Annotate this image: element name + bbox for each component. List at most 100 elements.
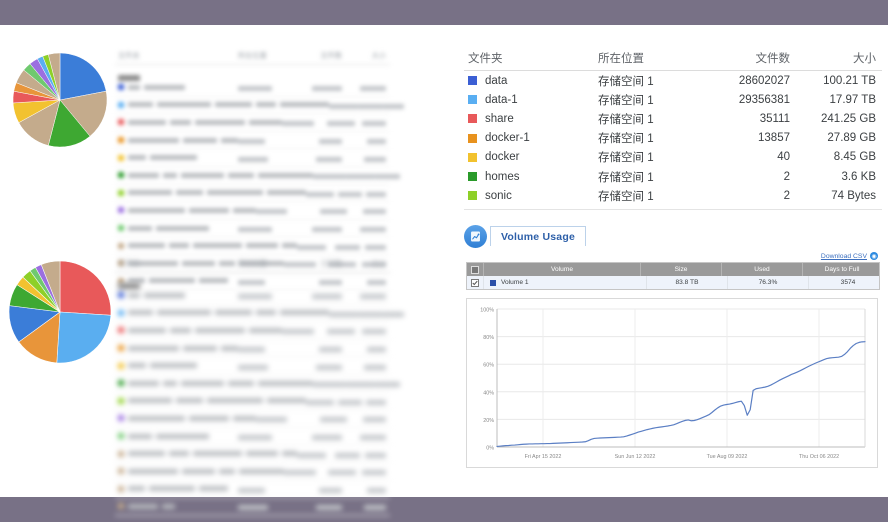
redacted-text [195,327,245,333]
table-row[interactable]: data 存储空间 1 28602027 100.21 TB [464,71,882,90]
redacted-table-row[interactable] [115,375,400,393]
redacted-folder-name [128,102,329,108]
redacted-text [157,310,211,316]
select-all-checkbox[interactable] [471,265,479,274]
col-header-size[interactable]: 大小 [853,53,876,65]
col-header-used[interactable]: Used [722,263,803,276]
redacted-cell [356,254,390,272]
volume-usage-chart: 0% 20% 40% 60% 80% 100% Fri Apr 15 2022 Sun Jun… [466,298,878,468]
folder-name: docker [485,151,520,164]
redacted-text [228,172,254,178]
redacted-cell [238,131,294,149]
cell-location: 存储空间 1 [598,133,654,146]
redacted-cell [375,374,404,392]
redacted-text [144,84,185,90]
table-row[interactable]: data-1 存储空间 1 29356381 17.97 TB [464,90,882,109]
redacted-table-row[interactable] [115,357,390,375]
redacted-table-row[interactable] [115,273,390,291]
row-checkbox[interactable] [471,278,479,287]
col-header-folder[interactable]: 文件夹 [468,53,503,65]
redacted-cell [342,497,390,515]
header-location: 所在位置 [238,50,267,60]
redacted-text [128,380,159,386]
download-icon[interactable]: ◉ [870,252,878,260]
redacted-table-row[interactable] [115,322,390,340]
download-csv-link[interactable]: Download CSV [820,252,867,260]
col-header-volume-size[interactable]: Size [641,263,722,276]
redacted-table-row[interactable] [115,393,390,411]
table-row[interactable]: sonic 存储空间 1 2 74 Bytes [464,186,882,205]
col-header-location[interactable]: 所在位置 [598,53,644,65]
redacted-table-row[interactable] [115,79,390,97]
redacted-table-row[interactable] [115,410,390,428]
redacted-table-row[interactable] [115,167,400,185]
redacted-folder-name [128,451,297,457]
cell-folder: data [464,75,598,87]
redacted-cell [331,445,360,463]
redacted-table-row[interactable] [115,481,390,499]
redacted-cell [294,286,342,304]
redacted-text [156,225,209,231]
redacted-cell [297,445,331,463]
select-all-cell[interactable] [467,263,484,276]
table-row[interactable]: docker-1 存储空间 1 13857 27.89 GB [464,129,882,148]
table-row[interactable]: homes 存储空间 1 2 3.6 KB [464,167,882,186]
redacted-cell [284,254,323,272]
redacted-text [128,310,153,316]
redacted-text [144,292,185,298]
redacted-folder-table-top: 文件夹 所在位置 文件数 大小 [115,47,404,291]
redacted-text [170,327,191,333]
redacted-table-row[interactable] [115,428,390,446]
y-axis-tick-label: 40% [483,390,494,396]
row-color-swatch [118,433,124,440]
redacted-cell [336,184,363,202]
redacted-cell [342,131,390,149]
redacted-folder-name [128,486,238,492]
header-folder: 文件夹 [118,50,140,60]
redacted-folder-name [128,172,313,178]
redacted-group-label [115,65,390,81]
table-row[interactable]: share 存储空间 1 35111 241.25 GB [464,109,882,128]
redacted-text [128,84,140,90]
row-checkbox-cell[interactable] [467,276,484,289]
col-header-file-count[interactable]: 文件数 [755,53,791,65]
volume-grid-header: Volume Size Used Days to Full [467,263,879,276]
left-pane: 文件夹 所在位置 文件数 大小 文件夹 所在位置 文件数 大小 [0,25,404,516]
redacted-folder-name [128,363,238,369]
redacted-cell [329,96,358,114]
folder-color-swatch [468,172,477,182]
redacted-table-row[interactable] [115,132,390,150]
redacted-table-row[interactable] [115,202,390,220]
redacted-cell [342,357,390,375]
redacted-table-row[interactable] [115,463,390,481]
redacted-text [233,415,256,421]
row-color-swatch [118,242,124,249]
redacted-table-row[interactable] [115,498,390,516]
redacted-table-row[interactable] [115,220,390,238]
redacted-table-row[interactable] [115,114,390,132]
redacted-table-row[interactable] [115,96,404,115]
redacted-text [128,225,152,231]
redacted-table-row[interactable] [115,149,390,167]
redacted-table-row[interactable] [115,185,390,203]
redacted-text [176,398,203,404]
row-color-swatch [118,503,124,510]
redacted-cell [238,219,294,237]
table-row[interactable]: docker 存储空间 1 40 8.45 GB [464,148,882,167]
row-color-swatch [118,468,124,475]
cell-days-to-full: 3574 [840,279,856,286]
row-color-swatch [118,309,124,316]
redacted-table-row[interactable] [115,445,390,463]
volume-grid-row[interactable]: Volume 1 83.8 TB 76.3% 3574 [467,276,879,289]
volume-usage-tab[interactable]: Volume Usage [490,226,586,246]
redacted-text [128,172,159,178]
redacted-folder-name [128,415,256,421]
col-header-volume[interactable]: Volume [484,263,641,276]
redacted-text [282,451,297,457]
redacted-table-row[interactable] [115,305,404,323]
redacted-table-row[interactable] [115,237,390,255]
col-header-days-to-full[interactable]: Days to Full [824,266,860,273]
cell-file-count: 2 [783,170,790,183]
redacted-table-row[interactable] [115,287,390,305]
redacted-table-row[interactable] [115,340,390,358]
